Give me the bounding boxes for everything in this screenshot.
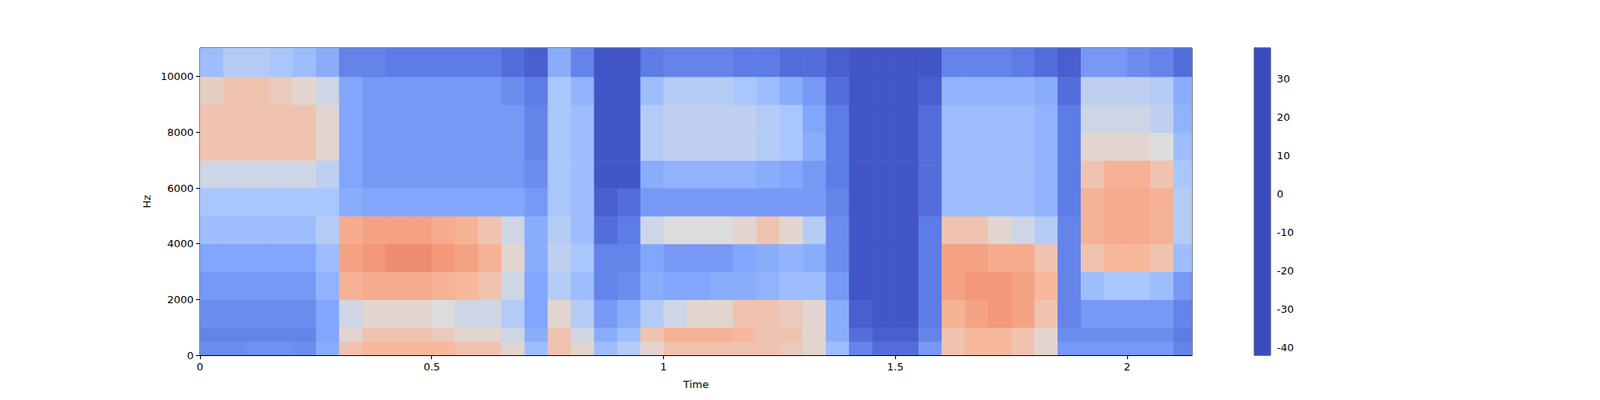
svg-text:-10: -10 [1276, 226, 1294, 239]
svg-text:30: 30 [1276, 72, 1291, 85]
svg-text:6000: 6000 [167, 182, 194, 195]
svg-text:4000: 4000 [167, 237, 194, 250]
svg-text:0: 0 [1276, 188, 1284, 200]
svg-text:1: 1 [660, 360, 667, 373]
svg-text:0.5: 0.5 [423, 360, 440, 373]
svg-text:1.5: 1.5 [887, 360, 904, 373]
svg-text:Hz: Hz [140, 195, 153, 209]
svg-text:-30: -30 [1276, 303, 1294, 316]
svg-text:10: 10 [1276, 149, 1291, 162]
svg-text:0: 0 [187, 349, 194, 362]
svg-text:2: 2 [1124, 360, 1131, 373]
svg-text:10000: 10000 [160, 70, 194, 83]
svg-text:-20: -20 [1276, 264, 1294, 277]
svg-text:8000: 8000 [167, 126, 194, 139]
svg-text:2000: 2000 [167, 293, 194, 306]
svg-text:Time: Time [682, 378, 709, 391]
svg-text:20: 20 [1276, 111, 1291, 124]
svg-text:0: 0 [196, 360, 204, 373]
svg-text:-40: -40 [1276, 341, 1294, 354]
